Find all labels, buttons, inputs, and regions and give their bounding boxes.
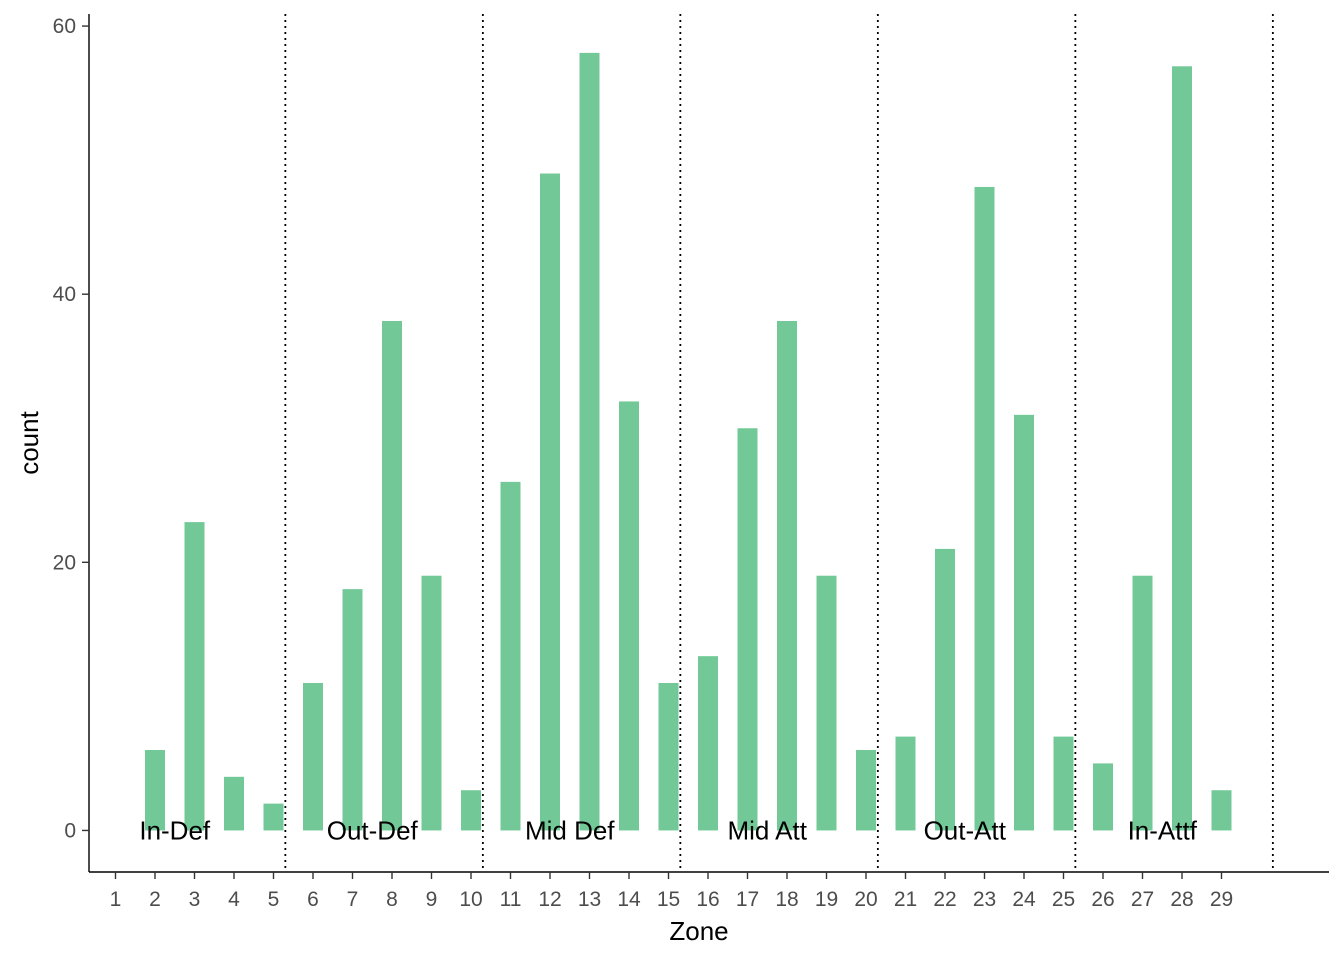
bar-zone-20 — [856, 750, 876, 831]
x-tick-label: 27 — [1131, 888, 1154, 911]
x-tick-label: 25 — [1052, 888, 1075, 911]
bar-zone-4 — [224, 776, 244, 831]
y-axis-title: count — [14, 410, 44, 474]
x-tick-label: 19 — [815, 888, 838, 911]
x-tick-label: 3 — [189, 888, 201, 911]
x-tick-label: 26 — [1091, 888, 1114, 911]
x-tick-label: 11 — [500, 888, 522, 911]
x-tick-label: 17 — [736, 888, 759, 911]
x-tick-label: 7 — [347, 888, 359, 911]
bar-zone-29 — [1211, 790, 1232, 831]
bar-zone-25 — [1053, 736, 1074, 831]
x-tick-label: 24 — [1012, 888, 1036, 911]
bar-zone-14 — [619, 401, 639, 831]
bar-zone-27 — [1132, 575, 1153, 831]
x-axis-title: Zone — [669, 916, 728, 946]
zone-label-3: Mid Def — [525, 815, 615, 845]
bar-zone-3 — [184, 522, 205, 831]
x-tick-label: 10 — [459, 888, 482, 911]
x-tick-label: 29 — [1210, 888, 1233, 911]
bar-zone-10 — [461, 790, 481, 831]
bar-zone-5 — [263, 803, 284, 831]
x-tick-label: 4 — [228, 888, 240, 911]
bar-zone-11 — [500, 481, 521, 831]
x-tick-label: 5 — [268, 888, 280, 911]
bar-zone-21 — [895, 736, 916, 831]
bar-zone-12 — [540, 173, 560, 831]
x-tick-label: 16 — [696, 888, 719, 911]
x-axis-ticks: 1 2 3 4 5 6 7 8 9 10 11 12 13 14 15 16 17 18 19 20 21 22 23 24 2… — [110, 872, 1233, 911]
y-tick-label: 20 — [53, 551, 76, 574]
zone-label-1: In-Def — [139, 815, 211, 845]
x-tick-label: 15 — [657, 888, 680, 911]
bar-zone-15 — [658, 682, 679, 831]
x-tick-label: 13 — [578, 888, 601, 911]
x-tick-label: 12 — [538, 888, 561, 911]
bar-zone-24 — [1014, 414, 1034, 831]
x-tick-label: 20 — [854, 888, 877, 911]
bar-zone-19 — [816, 575, 837, 831]
bar-zone-18 — [777, 321, 797, 831]
zone-label-6: In-Attf — [1128, 815, 1198, 845]
x-tick-label: 1 — [110, 888, 122, 911]
y-tick-label: 60 — [53, 15, 76, 38]
x-tick-label: 14 — [617, 888, 641, 911]
bar-zone-26 — [1093, 763, 1113, 831]
x-tick-label: 21 — [894, 888, 917, 911]
bar-zone-13 — [579, 52, 600, 831]
zone-label-5: Out-Att — [924, 815, 1007, 845]
bar-zone-8 — [382, 321, 402, 831]
bar-zone-22 — [935, 548, 955, 831]
x-tick-label: 23 — [973, 888, 996, 911]
x-tick-label: 2 — [149, 888, 161, 911]
x-tick-label: 22 — [933, 888, 956, 911]
bar-zone-2 — [145, 750, 165, 831]
bar-zone-28 — [1172, 66, 1192, 831]
bar-zone-23 — [974, 186, 995, 831]
y-tick-label: 0 — [64, 819, 76, 842]
bar-zone-16 — [698, 656, 718, 831]
y-tick-label: 40 — [53, 283, 76, 306]
x-tick-label: 18 — [775, 888, 798, 911]
x-tick-label: 28 — [1170, 888, 1193, 911]
bars-layer — [145, 52, 1232, 831]
zone-dividers — [284, 14, 1274, 872]
x-tick-label: 9 — [426, 888, 438, 911]
x-tick-label: 6 — [307, 888, 319, 911]
zone-label-2: Out-Def — [327, 815, 419, 845]
bar-zone-6 — [303, 682, 323, 831]
zone-labels: In-Def Out-Def Mid Def Mid Att Out-Att In-Att… — [139, 815, 1197, 845]
y-axis-ticks: 0 20 40 60 — [53, 15, 89, 842]
bar-zone-17 — [737, 428, 758, 831]
zone-label-4: Mid Att — [728, 815, 808, 845]
bar-zone-7 — [342, 589, 363, 831]
x-tick-label: 8 — [386, 888, 398, 911]
bar-zone-9 — [421, 575, 442, 831]
